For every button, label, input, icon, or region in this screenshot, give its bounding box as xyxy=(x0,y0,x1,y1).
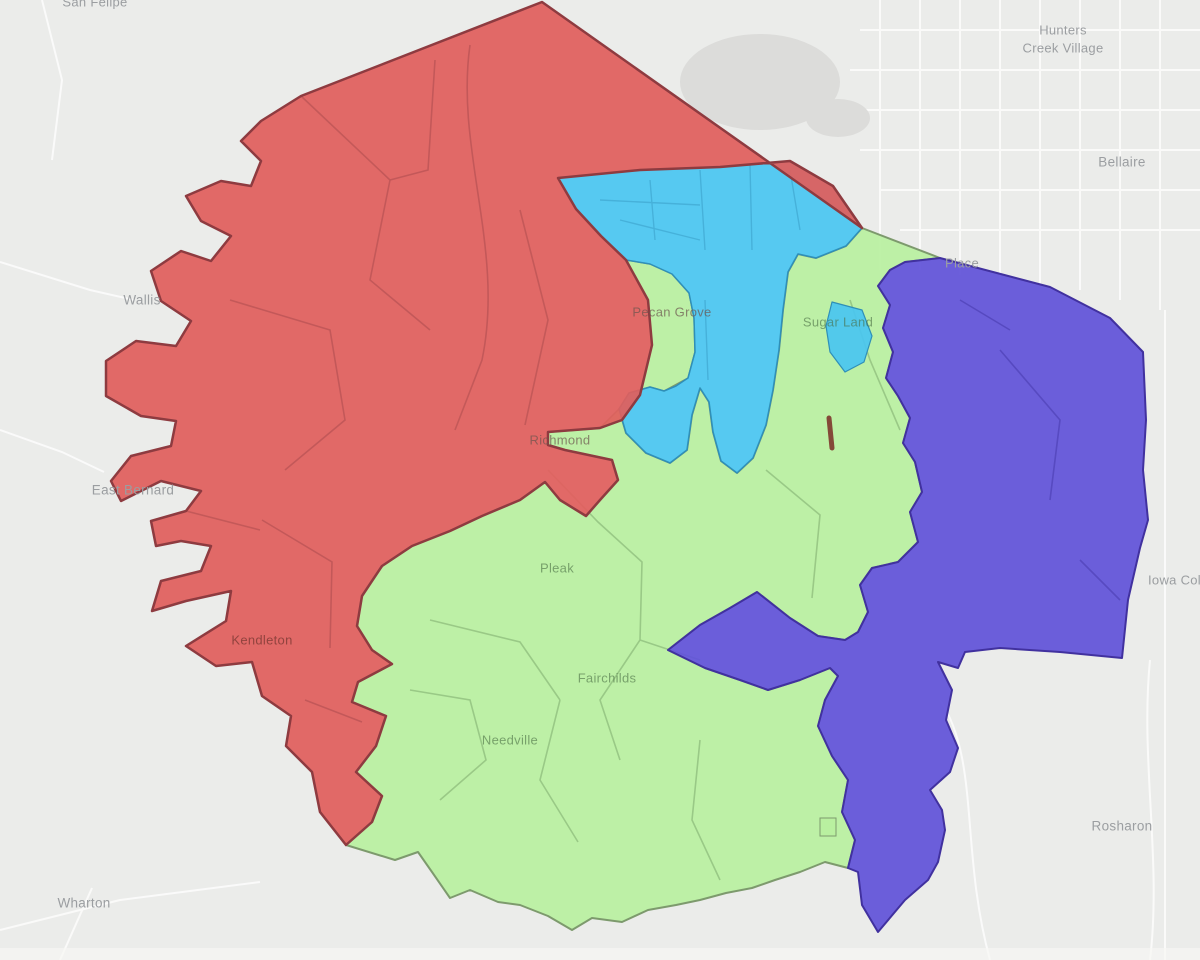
reservoir-patch xyxy=(680,34,870,137)
region-west-district[interactable] xyxy=(104,0,864,847)
green-enclave-square xyxy=(819,817,837,837)
tile-edge-strip xyxy=(0,948,1200,960)
map-pin-marker xyxy=(826,415,835,451)
red-precinct-lines xyxy=(185,44,549,723)
region-cyan-east-patch[interactable] xyxy=(825,301,873,373)
region-east-district[interactable] xyxy=(667,257,1149,933)
cyan-precinct-lines xyxy=(599,164,801,381)
purple-precinct-lines xyxy=(959,299,1121,601)
